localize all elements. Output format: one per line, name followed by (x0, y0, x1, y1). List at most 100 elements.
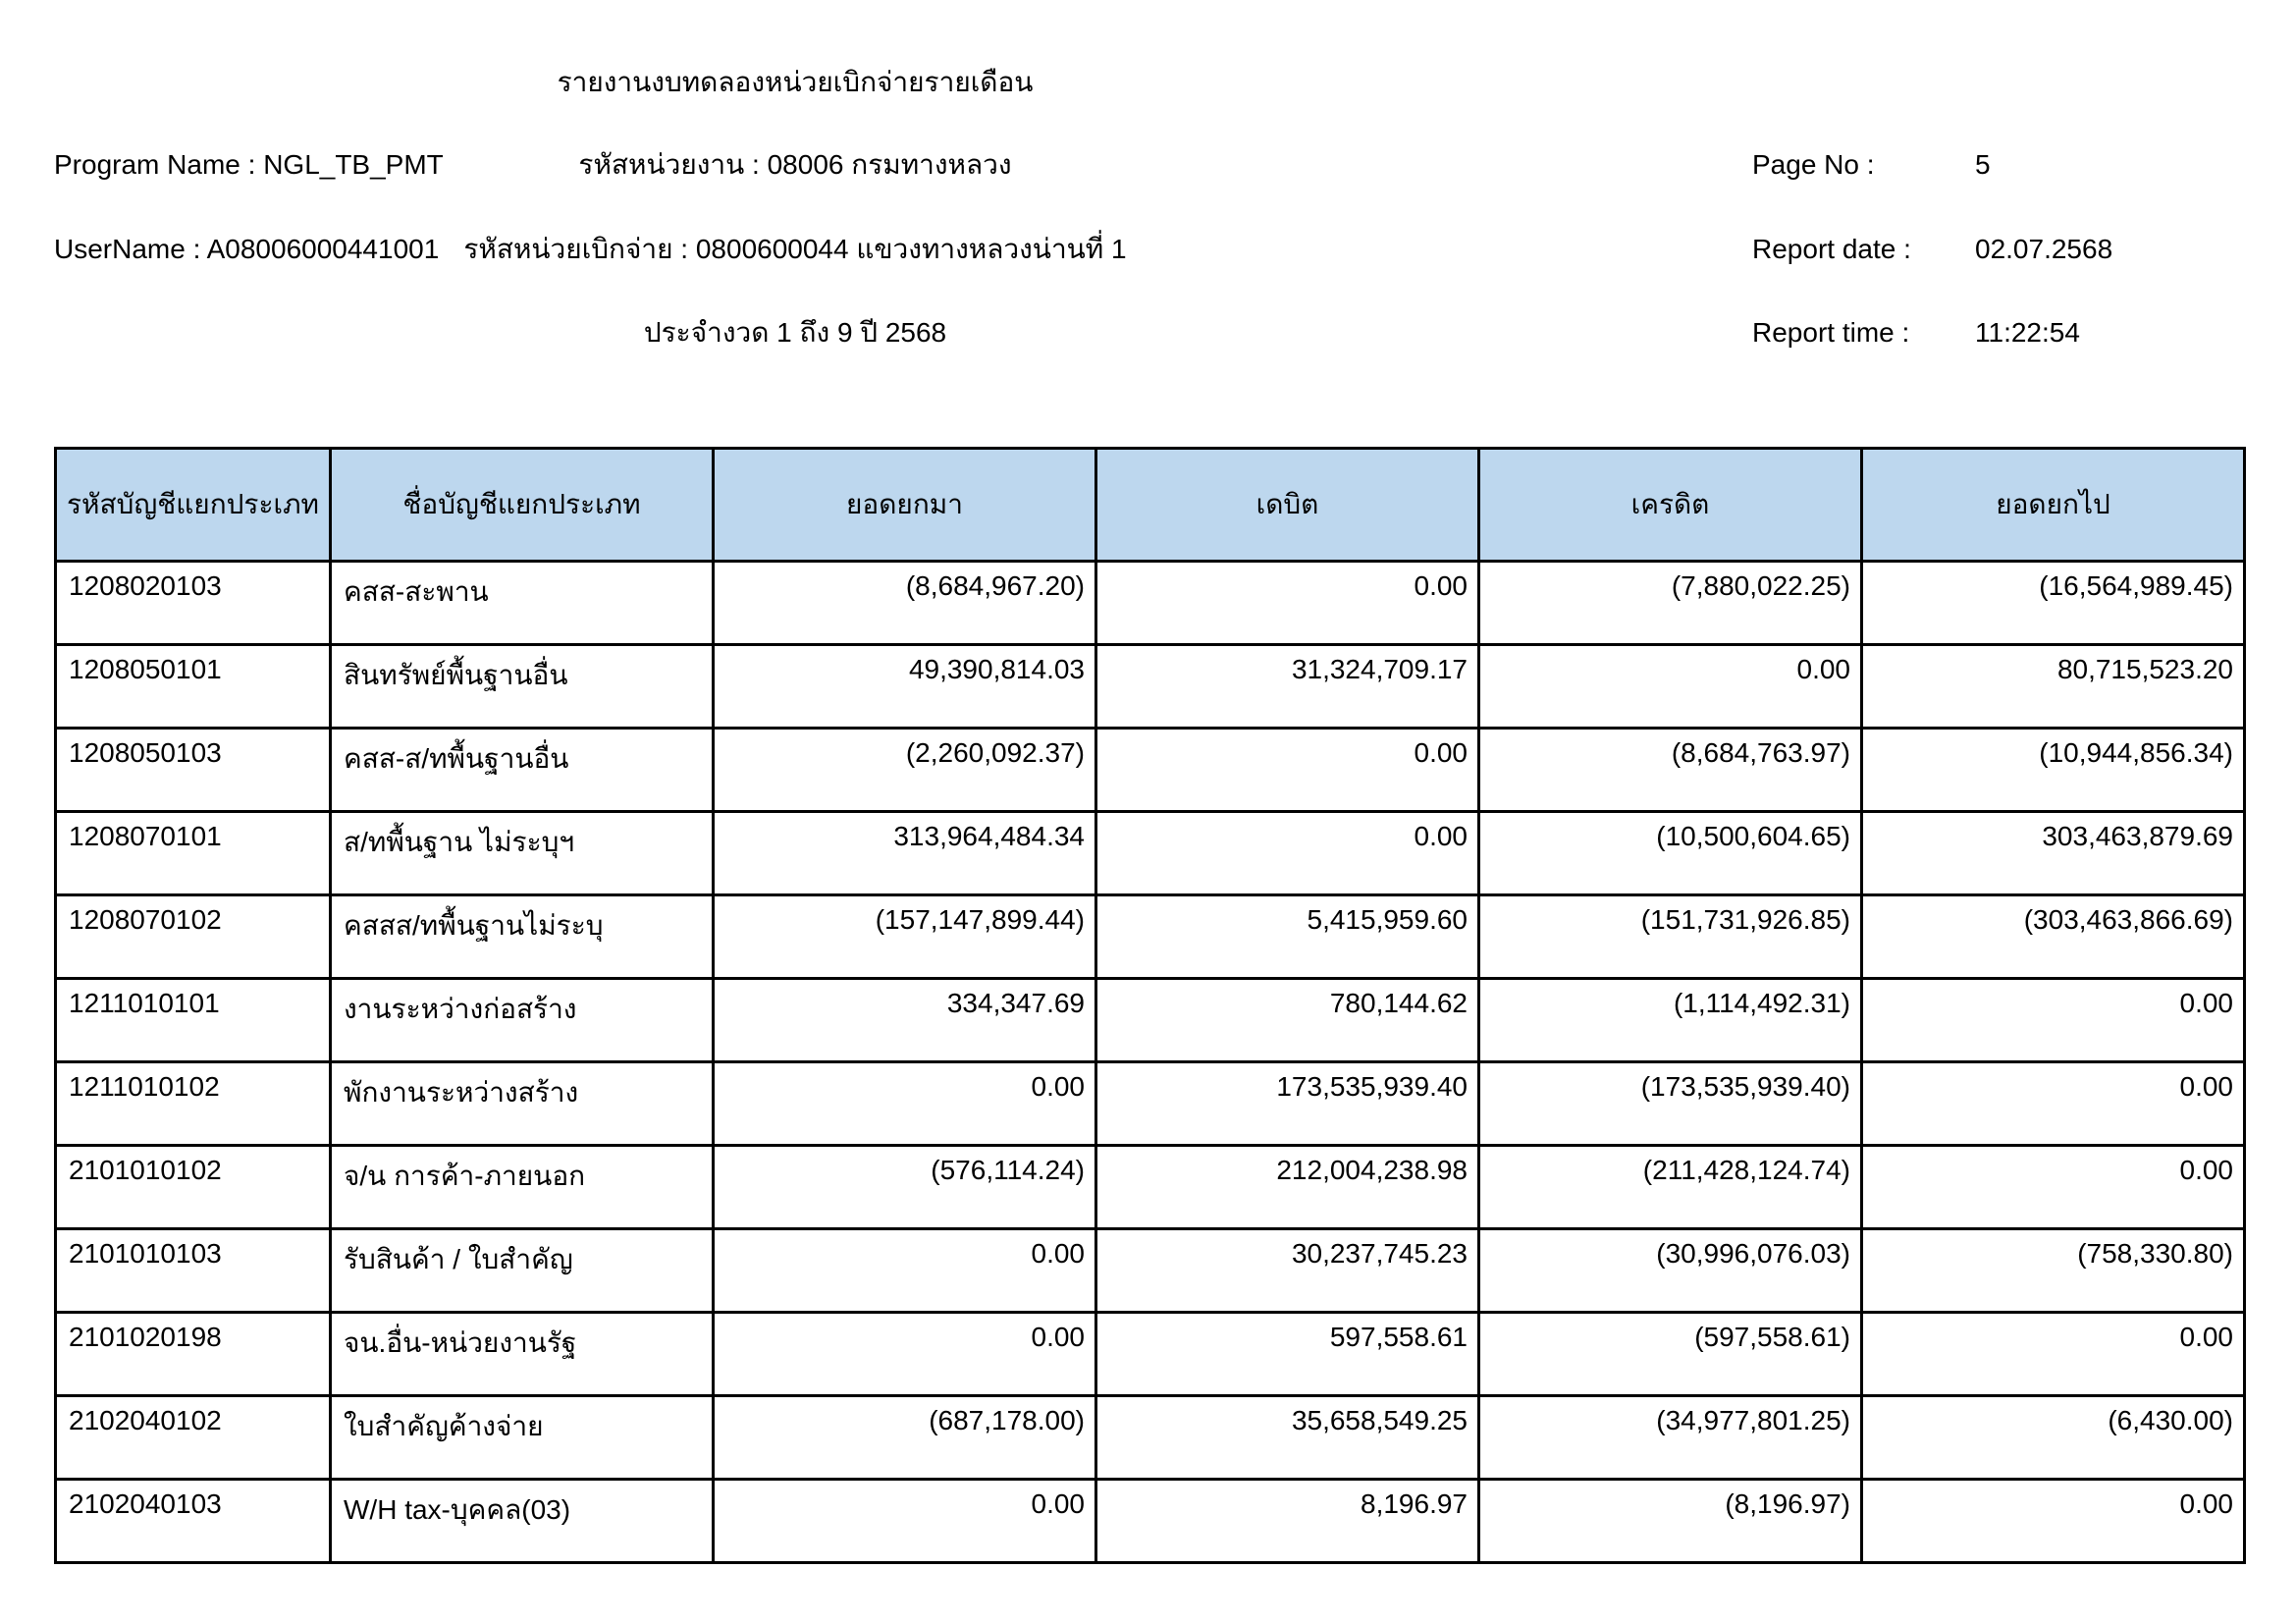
program-name-value: NGL_TB_PMT (263, 149, 444, 180)
cell-opening-balance: (687,178.00) (712, 1394, 1097, 1481)
cell-opening-balance: 0.00 (712, 1227, 1097, 1314)
cell-closing-balance: (16,564,989.45) (1860, 560, 2246, 646)
cell-account-code: 1211010102 (54, 1060, 332, 1147)
cell-debit: 31,324,709.17 (1095, 643, 1480, 730)
period-line: ประจำงวด 1 ถึง 9 ปี 2568 (643, 317, 947, 348)
cell-opening-balance: 49,390,814.03 (712, 643, 1097, 730)
cell-opening-balance: (157,147,899.44) (712, 893, 1097, 980)
cell-account-name: คสส-สะพาน (329, 560, 715, 646)
col-header-credit: เครดิต (1477, 447, 1863, 563)
cell-credit: 0.00 (1477, 643, 1863, 730)
cell-account-name: คสสส/ทพื้นฐานไม่ระบุ (329, 893, 715, 980)
cell-closing-balance: (10,944,856.34) (1860, 727, 2246, 813)
cell-closing-balance: 0.00 (1860, 1060, 2246, 1147)
cell-account-code: 1208070102 (54, 893, 332, 980)
cell-account-name: รับสินค้า / ใบสำคัญ (329, 1227, 715, 1314)
cell-debit: 0.00 (1095, 810, 1480, 896)
cell-account-name: ส/ทพื้นฐาน ไม่ระบุฯ (329, 810, 715, 896)
cell-closing-balance: 0.00 (1860, 1144, 2246, 1230)
table-row: 1208070102 คสสส/ทพื้นฐานไม่ระบุ (157,147,8… (54, 893, 2246, 980)
cell-opening-balance: (576,114.24) (712, 1144, 1097, 1230)
cell-credit: (8,684,763.97) (1477, 727, 1863, 813)
cell-account-name: งานระหว่างก่อสร้าง (329, 977, 715, 1063)
username-label: UserName : (54, 234, 201, 264)
cell-debit: 780,144.62 (1095, 977, 1480, 1063)
page-no-label: Page No : (1752, 149, 1875, 180)
cell-account-name: สินทรัพย์พื้นฐานอื่น (329, 643, 715, 730)
cell-debit: 212,004,238.98 (1095, 1144, 1480, 1230)
cell-account-name: W/H tax-บุคคล(03) (329, 1478, 715, 1564)
disbursement-unit-line: รหัสหน่วยเบิกจ่าย : 0800600044 แขวงทางหล… (463, 234, 1127, 264)
cell-closing-balance: 303,463,879.69 (1860, 810, 2246, 896)
cell-credit: (30,996,076.03) (1477, 1227, 1863, 1314)
page-no-value: 5 (1975, 149, 1991, 180)
col-header-opening-balance: ยอดยกมา (712, 447, 1097, 563)
col-header-account-code: รหัสบัญชีแยกประเภท (54, 447, 332, 563)
table-row: 2101020198 จน.อื่น-หน่วยงานรัฐ 0.00 597,558… (54, 1311, 2246, 1397)
cell-debit: 597,558.61 (1095, 1311, 1480, 1397)
cell-credit: (597,558.61) (1477, 1311, 1863, 1397)
table-row: 2101010103 รับสินค้า / ใบสำคัญ 0.00 30,237,… (54, 1227, 2246, 1314)
cell-credit: (8,196.97) (1477, 1478, 1863, 1564)
cell-account-code: 2101010102 (54, 1144, 332, 1230)
report-time-label: Report time : (1752, 317, 1910, 348)
table-row: 1211010102 พักงานระหว่างสร้าง 0.00 173,535,… (54, 1060, 2246, 1147)
cell-credit: (7,880,022.25) (1477, 560, 1863, 646)
table-row: 1208070101 ส/ทพื้นฐาน ไม่ระบุฯ 313,964,484… (54, 810, 2246, 896)
agency-code-line: รหัสหน่วยงาน : 08006 กรมทางหลวง (578, 149, 1012, 180)
cell-account-code: 1208070101 (54, 810, 332, 896)
cell-debit: 5,415,959.60 (1095, 893, 1480, 980)
table-row: 2102040102 ใบสำคัญค้างจ่าย (687,178.00) 35,… (54, 1394, 2246, 1481)
cell-credit: (10,500,604.65) (1477, 810, 1863, 896)
table-row: 2101010102 จ/น การค้า-ภายนอก (576,114.24) 2… (54, 1144, 2246, 1230)
cell-opening-balance: 0.00 (712, 1478, 1097, 1564)
cell-opening-balance: 313,964,484.34 (712, 810, 1097, 896)
col-header-account-name: ชื่อบัญชีแยกประเภท (329, 447, 715, 563)
cell-account-name: จ/น การค้า-ภายนอก (329, 1144, 715, 1230)
report-title: รายงานงบทดลองหน่วยเบิกจ่ายรายเดือน (557, 67, 1034, 97)
report-date-label: Report date : (1752, 234, 1911, 264)
cell-account-code: 2101020198 (54, 1311, 332, 1397)
cell-debit: 8,196.97 (1095, 1478, 1480, 1564)
cell-credit: (1,114,492.31) (1477, 977, 1863, 1063)
report-time-value: 11:22:54 (1975, 317, 2080, 348)
cell-closing-balance: 0.00 (1860, 1478, 2246, 1564)
col-header-debit: เดบิต (1095, 447, 1480, 563)
trial-balance-table: รหัสบัญชีแยกประเภท ชื่อบัญชีแยกประเภท ยอ… (54, 447, 2246, 1564)
cell-debit: 30,237,745.23 (1095, 1227, 1480, 1314)
cell-opening-balance: 334,347.69 (712, 977, 1097, 1063)
cell-opening-balance: 0.00 (712, 1060, 1097, 1147)
cell-closing-balance: (758,330.80) (1860, 1227, 2246, 1314)
cell-credit: (211,428,124.74) (1477, 1144, 1863, 1230)
cell-account-code: 1208050103 (54, 727, 332, 813)
cell-debit: 173,535,939.40 (1095, 1060, 1480, 1147)
cell-account-code: 2102040103 (54, 1478, 332, 1564)
program-name-line: Program Name : NGL_TB_PMT (54, 147, 444, 183)
cell-account-name: พักงานระหว่างสร้าง (329, 1060, 715, 1147)
cell-closing-balance: (303,463,866.69) (1860, 893, 2246, 980)
cell-closing-balance: 0.00 (1860, 977, 2246, 1063)
table-header-row: รหัสบัญชีแยกประเภท ชื่อบัญชีแยกประเภท ยอ… (54, 447, 2246, 563)
table-row: 1208050101 สินทรัพย์พื้นฐานอื่น 49,390,814… (54, 643, 2246, 730)
cell-account-code: 1208050101 (54, 643, 332, 730)
cell-opening-balance: (8,684,967.20) (712, 560, 1097, 646)
cell-credit: (151,731,926.85) (1477, 893, 1863, 980)
report-date-value: 02.07.2568 (1975, 234, 2113, 264)
cell-account-code: 1211010101 (54, 977, 332, 1063)
cell-opening-balance: (2,260,092.37) (712, 727, 1097, 813)
username-value: A08006000441001 (206, 234, 440, 264)
cell-closing-balance: 80,715,523.20 (1860, 643, 2246, 730)
cell-debit: 0.00 (1095, 560, 1480, 646)
cell-debit: 35,658,549.25 (1095, 1394, 1480, 1481)
cell-credit: (173,535,939.40) (1477, 1060, 1863, 1147)
table-row: 1208020103 คสส-สะพาน (8,684,967.20) 0.00 (7,… (54, 560, 2246, 646)
table-row: 1211010101 งานระหว่างก่อสร้าง 334,347.69 78… (54, 977, 2246, 1063)
cell-opening-balance: 0.00 (712, 1311, 1097, 1397)
cell-account-name: จน.อื่น-หน่วยงานรัฐ (329, 1311, 715, 1397)
table-row: 2102040103 W/H tax-บุคคล(03) 0.00 8,196.97(… (54, 1478, 2246, 1564)
col-header-closing-balance: ยอดยกไป (1860, 447, 2246, 563)
username-line: UserName : A08006000441001 (54, 232, 439, 267)
cell-account-name: ใบสำคัญค้างจ่าย (329, 1394, 715, 1481)
cell-account-code: 2101010103 (54, 1227, 332, 1314)
program-name-label: Program Name : (54, 149, 256, 180)
